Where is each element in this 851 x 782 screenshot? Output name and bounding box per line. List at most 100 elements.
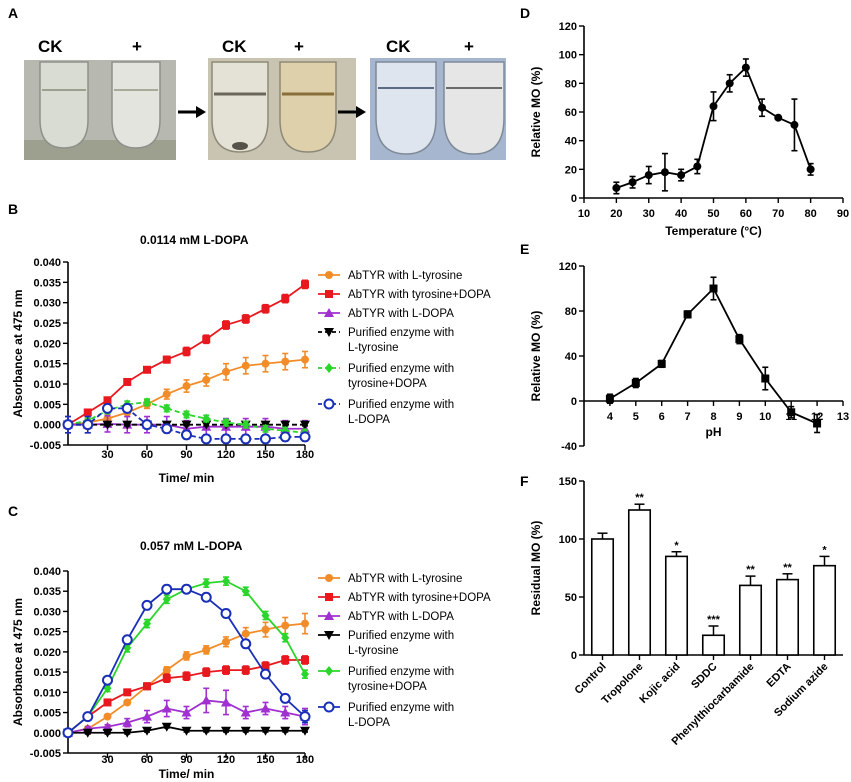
legend-label: Purified enzyme with xyxy=(348,666,454,678)
data-point xyxy=(162,666,171,675)
data-point xyxy=(222,666,230,675)
legend-label: Purified enzyme with xyxy=(348,630,454,642)
data-point xyxy=(221,726,231,736)
tube-photo-1-plus-label: + xyxy=(132,37,142,56)
x-tick-label: 50 xyxy=(707,208,719,220)
x-tick-label: 6 xyxy=(659,411,665,423)
data-point xyxy=(143,682,151,691)
data-point xyxy=(644,171,653,180)
x-axis-label: Time/ min xyxy=(159,767,215,781)
x-tick-label: 150 xyxy=(256,754,274,766)
legend-label: AbTYR with L-tyrosine xyxy=(348,573,462,585)
y-tick-label: 0 xyxy=(571,650,577,662)
data-point xyxy=(143,365,151,374)
data-point xyxy=(181,726,192,736)
significance-label: ** xyxy=(746,564,755,576)
x-tick-label: 120 xyxy=(217,449,235,461)
tube-photo-1: CK + xyxy=(24,37,176,160)
data-point xyxy=(735,335,744,344)
data-point xyxy=(774,113,783,122)
data-point xyxy=(181,420,192,430)
legend-item-1: AbTYR with L-tyrosine xyxy=(318,270,462,282)
significance-label: ** xyxy=(635,492,644,504)
x-tick-label: 60 xyxy=(141,449,153,461)
series-6 xyxy=(62,402,311,445)
data-point xyxy=(121,402,133,414)
data-point xyxy=(280,420,291,430)
chart-b-title: 0.0114 mM L-DOPA xyxy=(140,233,249,247)
category-label: Kojic acid xyxy=(637,661,682,706)
panel-c: C 0.057 mM L-DOPA -0.005 0.000 0.005 0.010 0… xyxy=(8,503,491,781)
x-tick-label: 80 xyxy=(805,208,817,220)
tube-photo-2-plus-label: + xyxy=(294,37,304,56)
data-point xyxy=(103,683,112,694)
data-point xyxy=(182,651,191,660)
x-axis-label: pH xyxy=(706,425,722,439)
data-point xyxy=(201,420,212,430)
legend-label: AbTYR with tyrosine+DOPA xyxy=(348,289,491,301)
data-point xyxy=(281,655,290,664)
chart-c: -0.005 0.000 0.005 0.010 0.015 0.020 0.025 0.03… xyxy=(11,566,491,781)
data-point xyxy=(260,726,271,736)
data-point xyxy=(240,726,251,736)
legend-label: AbTYR with L-DOPA xyxy=(348,611,454,623)
y-tick-label: 0.005 xyxy=(33,708,61,720)
data-point xyxy=(222,417,230,428)
x-tick-label: 40 xyxy=(675,208,687,220)
legend-swatch-marker xyxy=(323,701,335,713)
y-axis-label: Residual MO (%) xyxy=(529,521,543,616)
legend-label: Purified enzyme with xyxy=(348,399,454,411)
data-point xyxy=(761,374,770,383)
series-5 xyxy=(64,576,309,738)
legend-label: L-tyrosine xyxy=(348,645,399,657)
data-point xyxy=(281,621,290,630)
legend-item-4: Purified enzyme with L-tyrosine xyxy=(318,630,454,657)
y-tick-label: 120 xyxy=(559,261,577,273)
legend-label: Purified enzyme with xyxy=(348,363,454,375)
y-tick-label: 80 xyxy=(565,306,577,318)
data-point xyxy=(279,431,291,443)
x-axis-label: Temperature (°C) xyxy=(665,224,762,238)
legend: AbTYR with L-tyrosine AbTYR with tyrosine… xyxy=(318,573,491,729)
x-tick-label: 90 xyxy=(180,754,192,766)
x-tick-label: 60 xyxy=(141,754,153,766)
y-tick-label: 0.015 xyxy=(33,667,61,679)
data-point xyxy=(787,408,796,417)
data-point xyxy=(683,310,692,319)
x-tick-label: 60 xyxy=(740,208,752,220)
x-tick-label: 10 xyxy=(759,411,771,423)
y-tick-label: 0.005 xyxy=(33,399,61,411)
legend-swatch-marker xyxy=(324,328,334,337)
data-point xyxy=(605,394,614,403)
data-point xyxy=(141,419,153,431)
data-point xyxy=(103,712,112,721)
panel-d: D 0 20 40 60 80 100 120 10 20 30 40 50 60 70 80 90 Tempe… xyxy=(520,5,849,238)
data-point xyxy=(181,707,192,717)
data-point xyxy=(122,717,133,727)
legend-swatch-marker xyxy=(325,593,333,601)
x-tick-label: 10 xyxy=(578,208,590,220)
y-tick-label: 50 xyxy=(565,592,577,604)
data-point xyxy=(261,304,270,313)
x-tick-label: 20 xyxy=(610,208,622,220)
data-point xyxy=(677,171,686,180)
bar xyxy=(812,564,837,656)
data-point xyxy=(200,591,212,603)
data-point xyxy=(143,618,151,629)
legend-swatch-marker xyxy=(325,574,333,582)
data-point xyxy=(162,403,171,414)
legend-label: tyrosine+DOPA xyxy=(348,681,427,693)
data-point xyxy=(102,674,113,686)
data-point xyxy=(741,63,750,72)
y-tick-label: 0.020 xyxy=(33,647,61,659)
data-point xyxy=(790,120,799,129)
data-point xyxy=(82,728,93,738)
data-point xyxy=(162,390,171,399)
y-axis-label: Absorbance at 475 nm xyxy=(11,598,25,726)
legend-swatch-marker xyxy=(324,611,334,620)
y-tick-label: 0.000 xyxy=(33,728,61,740)
y-tick-label: 0.000 xyxy=(33,420,61,432)
y-axis-label: Relative MO (%) xyxy=(529,311,543,402)
bar-group-6: ** EDTA xyxy=(765,562,800,690)
legend-item-2: AbTYR with tyrosine+DOPA xyxy=(318,289,491,301)
